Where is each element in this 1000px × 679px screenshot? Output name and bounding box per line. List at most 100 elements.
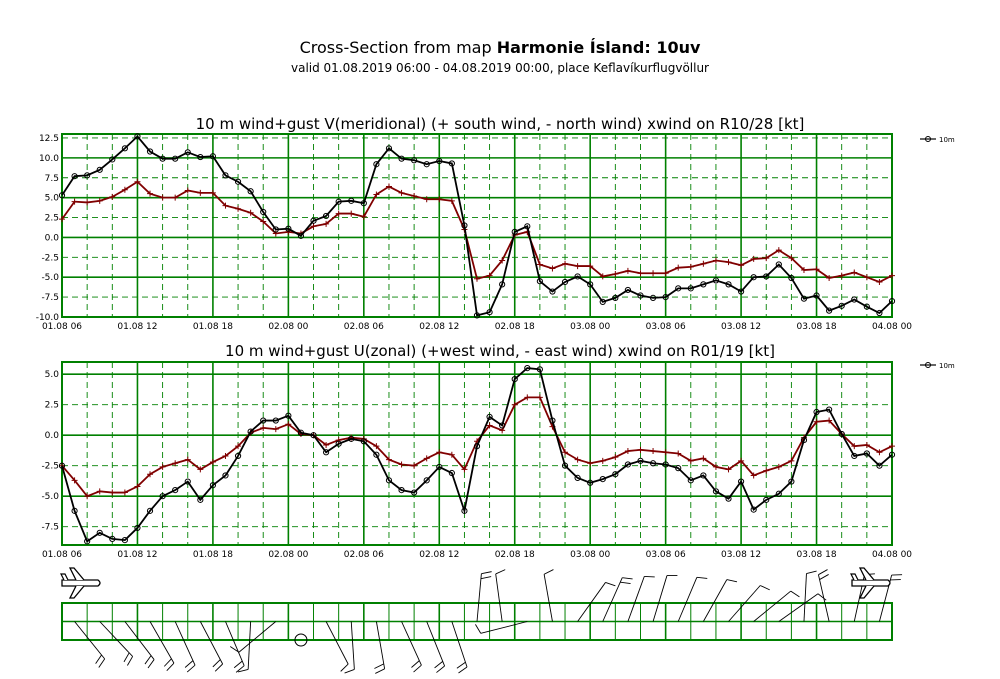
- meridional-wind-point: [649, 294, 657, 302]
- meridional-gust-point: [335, 210, 342, 217]
- zonal-x-tick-label: 02.08 12: [419, 550, 459, 560]
- meridional-wind-point: [58, 192, 66, 199]
- wind-barb-shaft: [753, 590, 792, 622]
- meridional-wind-point: [788, 274, 795, 282]
- zonal-gust-point: [712, 463, 719, 470]
- meridional-gust-point: [725, 259, 732, 266]
- meridional-gust-point: [486, 272, 493, 279]
- zonal-gust-point: [373, 443, 380, 450]
- wind-barb-shaft: [238, 621, 277, 653]
- wind-barb-feather: [340, 663, 349, 672]
- meridional-wind-point: [436, 157, 443, 165]
- meridional-gust-point: [624, 267, 631, 274]
- meridional-wind-point: [234, 178, 242, 185]
- zonal-gust-point: [637, 446, 644, 453]
- wind-barb-feather: [434, 661, 444, 669]
- zonal-gust-point: [184, 456, 191, 463]
- zonal-y-tick-label: 5.0: [45, 370, 60, 380]
- zonal-wind-point: [813, 408, 820, 416]
- zonal-wind-point: [587, 479, 594, 486]
- meridional-x-tick-label: 04.08 00: [872, 322, 912, 332]
- zonal-gust-point: [536, 394, 543, 401]
- wind-barb-feather: [543, 569, 554, 575]
- meridional-wind-point: [536, 278, 543, 285]
- zonal-wind-point: [524, 365, 531, 372]
- meridional-wind-point: [637, 292, 644, 299]
- zonal-wind-point: [637, 457, 644, 464]
- meridional-gust-point: [637, 270, 644, 277]
- meridional-wind-point: [272, 226, 279, 233]
- wind-barb-feather: [184, 660, 194, 668]
- title-prefix: Cross-Section from map: [299, 38, 497, 57]
- zonal-wind-point: [700, 472, 707, 479]
- wind-barb-feather: [95, 654, 102, 664]
- meridional-gust-point: [360, 213, 367, 220]
- wind-barb-shaft: [174, 621, 196, 666]
- zonal-wind-point: [863, 450, 870, 457]
- zonal-wind-point: [360, 438, 367, 445]
- zonal-wind-point: [373, 451, 380, 458]
- wind-barb-feather: [344, 668, 355, 674]
- wind-barb-feather: [819, 574, 829, 580]
- zonal-gust-point: [486, 422, 493, 429]
- meridional-wind-point: [486, 309, 493, 316]
- zonal-wind-point: [134, 524, 141, 532]
- wind-barb-feather: [620, 581, 631, 584]
- zonal-x-tick-label: 03.08 12: [721, 550, 761, 560]
- zonal-gust-point: [562, 449, 569, 456]
- wind-barb-shaft: [677, 577, 698, 622]
- zonal-wind-point: [222, 472, 229, 479]
- zonal-gust-point: [109, 489, 116, 496]
- meridional-gust-point: [247, 209, 254, 216]
- zonal-wind-point: [209, 482, 217, 489]
- wind-barb-shaft: [426, 621, 446, 667]
- meridional-gust-point: [474, 275, 480, 282]
- meridional-x-tick-label: 02.08 12: [419, 322, 459, 332]
- zonal-wind-point: [876, 462, 883, 469]
- meridional-wind-point: [247, 188, 254, 195]
- meridional-x-tick-label: 03.08 12: [721, 322, 761, 332]
- meridional-gust-point: [209, 189, 216, 196]
- meridional-chart-title: 10 m wind+gust V(meridional) (+ south wi…: [196, 115, 805, 133]
- meridional-wind-point: [838, 302, 845, 309]
- meridional-gust-point: [687, 263, 694, 270]
- meridional-wind-point: [209, 153, 217, 160]
- wind-barb-shaft: [199, 621, 224, 665]
- meridional-gust-point: [889, 272, 895, 279]
- zonal-gust-point: [323, 441, 330, 448]
- zonal-wind-point: [826, 406, 833, 413]
- zonal-x-tick-label: 03.08 00: [570, 550, 610, 560]
- meridional-x-tick-label: 01.08 06: [42, 322, 82, 332]
- meridional-wind-point: [285, 225, 292, 232]
- meridional-wind-point: [888, 297, 896, 305]
- zonal-wind-point: [838, 430, 845, 438]
- zonal-wind-point: [109, 535, 116, 543]
- zonal-gust-point: [423, 455, 430, 462]
- zonal-wind-point: [71, 507, 78, 514]
- zonal-gust-point: [750, 472, 757, 479]
- zonal-gust-point: [71, 477, 78, 484]
- zonal-gust-point: [675, 450, 682, 457]
- zonal-wind-point: [84, 538, 91, 545]
- zonal-gust-point: [272, 426, 279, 433]
- meridional-wind-point: [511, 228, 518, 235]
- meridional-y-tick-label: 7.5: [45, 174, 59, 184]
- barb-frame: [61, 602, 893, 641]
- wind-barb-feather: [214, 663, 223, 672]
- wind-barb-feather: [235, 665, 245, 673]
- meridional-gust-point: [172, 194, 179, 201]
- zonal-wind-point: [96, 529, 103, 536]
- zonal-wind-point: [335, 440, 342, 447]
- wind-barb-feather: [644, 575, 655, 578]
- meridional-gust-point: [675, 264, 682, 271]
- meridional-gust-point: [863, 274, 870, 281]
- meridional-wind-point: [662, 294, 669, 301]
- meridional-gust-point: [800, 267, 807, 274]
- wind-barb-shaft: [247, 621, 252, 670]
- wind-barb-feather: [144, 655, 152, 665]
- meridional-x-tick-label: 03.08 06: [646, 322, 686, 332]
- meridional-wind-point: [461, 222, 468, 229]
- meridional-wind-point: [574, 273, 581, 280]
- meridional-gust-point: [499, 257, 506, 264]
